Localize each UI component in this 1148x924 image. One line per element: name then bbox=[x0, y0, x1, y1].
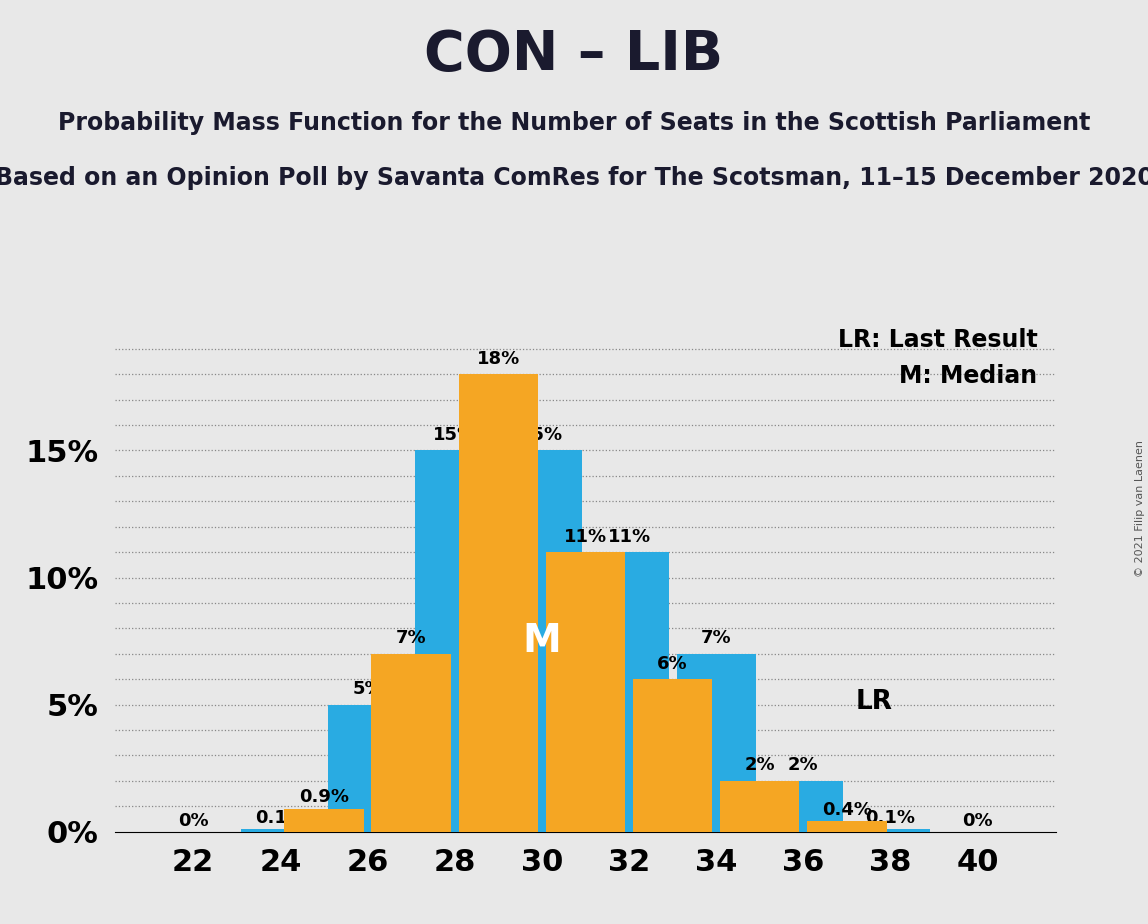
Bar bbox=[285, 808, 364, 832]
Bar bbox=[589, 552, 669, 832]
Text: 15%: 15% bbox=[520, 426, 564, 444]
Bar bbox=[851, 829, 930, 832]
Text: 0.4%: 0.4% bbox=[822, 801, 872, 819]
Bar bbox=[416, 450, 495, 832]
Bar bbox=[763, 781, 843, 832]
Text: 7%: 7% bbox=[701, 629, 731, 648]
Text: 0.1%: 0.1% bbox=[255, 808, 305, 826]
Bar bbox=[545, 552, 626, 832]
Bar bbox=[459, 374, 538, 832]
Bar bbox=[633, 679, 712, 832]
Text: 2%: 2% bbox=[745, 757, 775, 774]
Text: 7%: 7% bbox=[396, 629, 426, 648]
Text: M: Median: M: Median bbox=[899, 364, 1038, 388]
Text: 11%: 11% bbox=[564, 528, 607, 546]
Text: Probability Mass Function for the Number of Seats in the Scottish Parliament: Probability Mass Function for the Number… bbox=[57, 111, 1091, 135]
Bar bbox=[241, 829, 320, 832]
Bar bbox=[807, 821, 886, 832]
Text: LR: LR bbox=[855, 688, 893, 715]
Bar bbox=[328, 704, 408, 832]
Text: 0%: 0% bbox=[178, 811, 209, 830]
Text: 0.9%: 0.9% bbox=[298, 788, 349, 806]
Text: 0.1%: 0.1% bbox=[866, 808, 916, 826]
Text: © 2021 Filip van Laenen: © 2021 Filip van Laenen bbox=[1135, 440, 1145, 577]
Text: 2%: 2% bbox=[788, 757, 819, 774]
Bar bbox=[502, 450, 582, 832]
Text: 11%: 11% bbox=[607, 528, 651, 546]
Text: M: M bbox=[522, 622, 561, 660]
Text: 6%: 6% bbox=[658, 655, 688, 673]
Text: 5%: 5% bbox=[352, 680, 383, 699]
Bar bbox=[372, 654, 451, 832]
Bar bbox=[676, 654, 755, 832]
Text: 18%: 18% bbox=[476, 350, 520, 368]
Text: CON – LIB: CON – LIB bbox=[425, 28, 723, 81]
Bar bbox=[720, 781, 799, 832]
Text: 15%: 15% bbox=[433, 426, 476, 444]
Text: 0%: 0% bbox=[962, 811, 993, 830]
Text: Based on an Opinion Poll by Savanta ComRes for The Scotsman, 11–15 December 2020: Based on an Opinion Poll by Savanta ComR… bbox=[0, 166, 1148, 190]
Text: LR: Last Result: LR: Last Result bbox=[838, 328, 1038, 352]
